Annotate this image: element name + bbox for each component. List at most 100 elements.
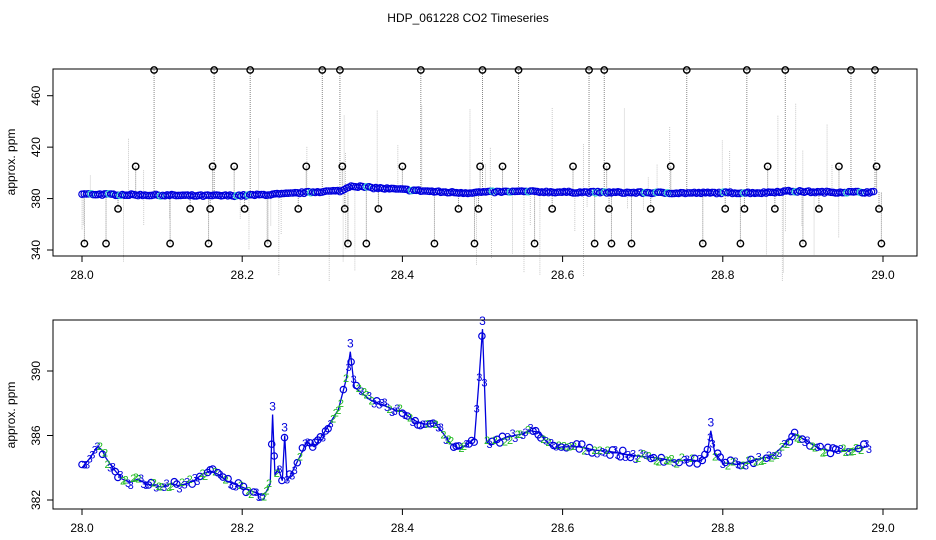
point-label-3: 3 — [176, 483, 182, 495]
outlier-point — [835, 162, 843, 171]
point-label-3: 3 — [486, 439, 492, 451]
series-point — [147, 478, 156, 487]
top-xtick-label: 28.4 — [391, 268, 415, 282]
point-label-2: 2 — [712, 452, 718, 464]
bottom-xtick-label: 28.8 — [711, 521, 735, 535]
point-label-3: 3 — [476, 372, 482, 384]
outlier-point — [682, 66, 691, 74]
point-label-2: 2 — [363, 389, 369, 401]
outlier-point — [740, 204, 749, 213]
point-label-2: 2 — [187, 474, 193, 486]
point-label-3: 3 — [802, 437, 808, 449]
outlier-point — [208, 162, 217, 171]
outlier-point — [416, 66, 425, 74]
point-label-3: 3 — [389, 407, 395, 419]
point-label-2: 2 — [387, 404, 393, 416]
point-label-2: 2 — [779, 441, 785, 453]
point-label-2: 2 — [458, 443, 464, 455]
point-label-2: 2 — [663, 455, 669, 467]
point-label-3: 3 — [599, 447, 605, 459]
series-point — [114, 473, 122, 482]
point-label-3: 3 — [766, 450, 772, 462]
series-point — [170, 477, 179, 486]
point-label-3: 3 — [228, 480, 234, 492]
point-label-2: 2 — [840, 443, 846, 455]
outlier-point — [815, 204, 823, 213]
bottom-xtick-label: 28.6 — [551, 521, 575, 535]
point-label-3: 3 — [756, 452, 762, 464]
point-label-3: 3 — [743, 461, 749, 473]
point-label-2: 2 — [597, 445, 603, 457]
series-point — [649, 453, 658, 462]
point-label-3: 3 — [284, 474, 290, 486]
series-point — [267, 440, 276, 449]
outlier-point — [698, 239, 707, 248]
series-point — [372, 396, 381, 405]
point-label-2: 2 — [581, 445, 587, 457]
series-point — [749, 459, 758, 468]
outlier-point — [474, 204, 483, 213]
series-point — [816, 442, 825, 451]
bottom-ytick-label: 382 — [29, 490, 43, 510]
series-point — [716, 453, 725, 461]
point-label-3: 3 — [328, 418, 334, 430]
outlier-point — [398, 162, 407, 171]
point-label-3: 3 — [233, 482, 239, 494]
series-point — [726, 456, 735, 465]
series-point — [196, 472, 204, 481]
peak-label: 3 — [281, 421, 288, 435]
outlier-point — [646, 204, 655, 213]
top-ytick-label: 380 — [29, 188, 43, 208]
bottom-axes: 28.0 28.2 28.4 28.6 28.8 29.0 382 386 390 — [29, 361, 895, 535]
series-point — [498, 432, 507, 441]
point-label-2: 2 — [338, 398, 344, 410]
point-label-2: 2 — [433, 419, 439, 431]
point-label-2: 2 — [668, 454, 674, 466]
point-label-2: 2 — [248, 489, 254, 501]
point-label-2: 2 — [274, 468, 280, 480]
point-label-2: 2 — [507, 435, 513, 447]
point-label-3: 3 — [630, 449, 636, 461]
figure-title: HDP_061228 CO2 Timeseries — [387, 11, 548, 25]
series-point — [693, 460, 702, 468]
outlier-point — [338, 162, 347, 171]
point-label-3: 3 — [863, 438, 869, 450]
outlier-point — [585, 66, 593, 74]
point-label-2: 2 — [540, 434, 546, 446]
point-label-3: 3 — [735, 460, 741, 472]
series-point — [698, 456, 707, 465]
series-point — [659, 458, 668, 466]
point-label-2: 2 — [158, 481, 164, 493]
point-label-2: 2 — [853, 442, 859, 454]
top-xtick-label: 28.8 — [711, 268, 735, 282]
point-label-2: 2 — [774, 450, 780, 462]
top-outlier-drops — [81, 70, 882, 281]
outlier-point — [627, 239, 636, 248]
outlier-point — [470, 239, 479, 248]
point-label-3: 3 — [707, 432, 713, 444]
point-label-3: 3 — [781, 439, 787, 451]
top-axes: 28.0 28.2 28.4 28.6 28.8 29.0 340 380 420 460 — [29, 85, 895, 282]
point-label-3: 3 — [733, 456, 739, 468]
point-label-3: 3 — [602, 448, 608, 460]
series-point — [557, 443, 566, 451]
point-label-3: 3 — [671, 457, 677, 469]
point-label-3: 3 — [681, 455, 687, 467]
outlier-point — [875, 204, 883, 213]
point-label-2: 2 — [120, 476, 126, 488]
point-label-3: 3 — [543, 436, 549, 448]
point-label-2: 2 — [525, 424, 531, 436]
outlier-point — [736, 239, 745, 248]
outlier-point — [530, 239, 539, 248]
point-label-3: 3 — [138, 473, 144, 485]
outlier-point — [210, 66, 219, 74]
point-label-3: 3 — [289, 471, 295, 483]
point-label-3: 3 — [302, 438, 308, 450]
outlier-point — [770, 204, 779, 213]
series-point — [454, 442, 463, 450]
top-xtick-label: 29.0 — [871, 268, 895, 282]
series-point — [495, 439, 504, 447]
series-point — [429, 419, 438, 428]
bottom-ytick-label: 390 — [29, 361, 43, 381]
